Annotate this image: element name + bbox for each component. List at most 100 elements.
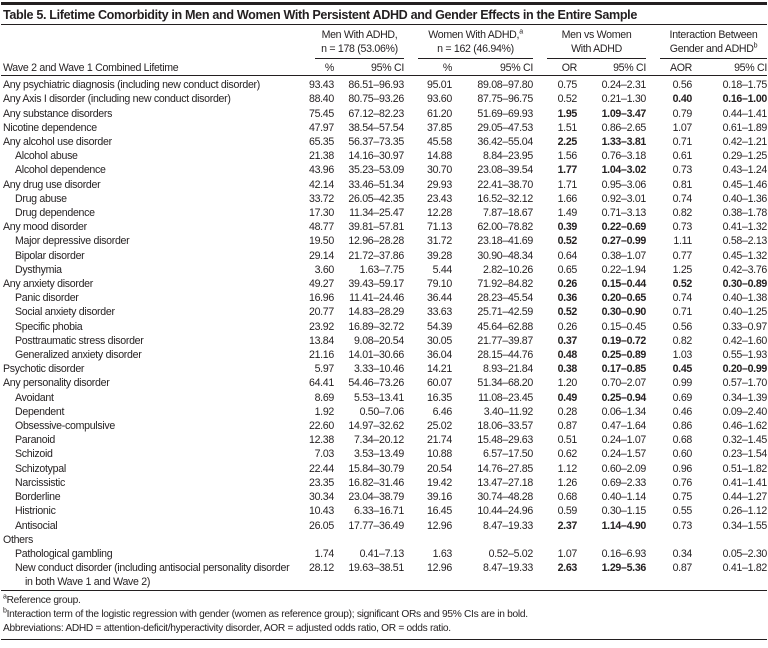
cell-or: 2.37 xyxy=(557,519,578,532)
cell-aor: 0.73 xyxy=(672,519,693,532)
table-row: Any mood disorder 48.77 39.81–57.81 71.13 62… xyxy=(1,220,767,234)
cell-or: 0.52 xyxy=(557,306,578,319)
cell-men-pct: 65.35 xyxy=(308,136,334,149)
cell-aor: 0.82 xyxy=(672,334,693,347)
row-label-text: Antisocial xyxy=(15,519,58,532)
row-label: Psychotic disorder xyxy=(1,362,301,376)
cell-aor-ci: 0.05–2.30 xyxy=(722,547,768,560)
cell-men-ci: 56.37–73.35 xyxy=(348,136,404,149)
cell-aor-ci: 0.44–1.27 xyxy=(722,491,768,504)
table-row: Paranoid 12.38 7.34–20.12 21.74 15.48–29.63 0… xyxy=(1,433,767,447)
cell-women-pct: 14.21 xyxy=(426,363,452,376)
table-row: Generalized anxiety disorder 21.16 14.01–3… xyxy=(1,348,767,362)
cell-women-pct: 60.07 xyxy=(426,377,452,390)
cell-men-pct: 1.74 xyxy=(314,547,335,560)
row-label-text: Others xyxy=(3,533,33,546)
cell-women-pct: 12.28 xyxy=(426,207,452,220)
cell-aor: 0.34 xyxy=(672,547,693,560)
row-label: Any psychiatric diagnosis (including new… xyxy=(1,76,301,93)
cell-aor: 0.75 xyxy=(672,491,693,504)
cell-or: 0.49 xyxy=(557,391,578,404)
cell-or-ci: 0.16–6.93 xyxy=(601,547,647,560)
row-label: Any substance disorders xyxy=(1,107,301,121)
cell-aor-ci: 0.45–1.46 xyxy=(722,178,768,191)
cell-men-ci: 12.96–28.28 xyxy=(348,235,404,248)
cell-aor: 1.03 xyxy=(672,349,693,362)
row-label: Any mood disorder xyxy=(1,220,301,234)
cell-aor: 0.73 xyxy=(672,164,693,177)
cell-aor-ci: 0.44–1.41 xyxy=(722,107,768,120)
table-row: Major depressive disorder 19.50 12.96–28.2… xyxy=(1,234,767,248)
cell-aor: 0.74 xyxy=(672,192,693,205)
cell-women-pct: 29.93 xyxy=(426,178,452,191)
cell-or-ci: 0.24–2.31 xyxy=(601,79,647,92)
row-label: Social anxiety disorder xyxy=(1,305,301,319)
row-label: Obsessive-compulsive xyxy=(1,419,301,433)
cell-or-ci: 1.14–4.90 xyxy=(601,519,647,532)
cell-men-pct: 28.12 xyxy=(308,562,334,575)
table-row: Psychotic disorder 5.97 3.33–10.46 14.21 8.9… xyxy=(1,362,767,376)
cell-women-ci: 10.44–24.96 xyxy=(477,505,533,518)
table-row: Any personality disorder 64.41 54.46–73.26… xyxy=(1,376,767,390)
row-label: Any drug use disorder xyxy=(1,178,301,192)
cell-aor-ci: 0.43–1.24 xyxy=(722,164,768,177)
cell-men-ci: 16.82–31.46 xyxy=(348,476,404,489)
cell-men-ci: 54.46–73.26 xyxy=(348,377,404,390)
cell-women-pct: 79.10 xyxy=(426,278,452,291)
cell-aor-ci: 0.40–1.38 xyxy=(722,292,768,305)
cell-women-ci xyxy=(452,533,533,547)
cell-women-ci: 15.48–29.63 xyxy=(477,434,533,447)
col-men-pct: % xyxy=(301,59,334,77)
row-label-text: Alcohol abuse xyxy=(15,150,78,163)
header-men: Men With ADHD, n = 178 (53.06%) xyxy=(315,29,404,59)
row-label-text: New conduct disorder (including antisoci… xyxy=(15,562,290,589)
row-label-text: Any alcohol use disorder xyxy=(3,136,112,149)
cell-women-pct: 37.85 xyxy=(426,121,452,134)
cell-or: 1.20 xyxy=(557,377,578,390)
cell-or-ci: 0.19–0.72 xyxy=(601,334,647,347)
cell-men-ci: 3.53–13.49 xyxy=(353,448,404,461)
cell-aor-ci xyxy=(692,533,767,547)
table-row: Narcissistic 23.35 16.82–31.46 19.42 13.47–2… xyxy=(1,476,767,490)
cell-men-pct: 48.77 xyxy=(308,221,334,234)
cell-aor-ci: 0.41–1.82 xyxy=(722,562,768,575)
cell-men-ci: 1.63–7.75 xyxy=(359,263,405,276)
row-label: Drug abuse xyxy=(1,192,301,206)
cell-aor-ci: 0.20–0.99 xyxy=(722,363,768,376)
row-label-text: Major depressive disorder xyxy=(15,235,130,248)
row-label: Schizotypal xyxy=(1,462,301,476)
cell-aor-ci: 0.09–2.40 xyxy=(722,405,768,418)
cell-aor-ci: 0.18–1.75 xyxy=(722,79,768,92)
cell-or: 0.52 xyxy=(557,93,578,106)
cell-aor: 0.74 xyxy=(672,292,693,305)
cell-aor: 0.46 xyxy=(672,405,693,418)
cell-men-ci: 3.33–10.46 xyxy=(353,363,404,376)
row-label-text: Social anxiety disorder xyxy=(15,306,115,319)
cell-men-ci: 80.75–93.26 xyxy=(348,93,404,106)
cell-women-ci: 28.23–45.54 xyxy=(477,292,533,305)
cell-aor: 0.71 xyxy=(672,136,693,149)
cell-men-pct: 22.60 xyxy=(308,420,334,433)
row-label: Schizoid xyxy=(1,447,301,461)
row-label-text: Nicotine dependence xyxy=(3,121,97,134)
table-row: Avoidant 8.69 5.53–13.41 16.35 11.08–23.45 0.… xyxy=(1,391,767,405)
cell-women-pct: 93.60 xyxy=(426,93,452,106)
footnote-a: aReference group. xyxy=(3,593,81,606)
cell-men-pct: 64.41 xyxy=(308,377,334,390)
table-row: Nicotine dependence 47.97 38.54–57.54 37.85… xyxy=(1,121,767,135)
table-body: Any psychiatric diagnosis (including new… xyxy=(1,76,767,590)
cell-aor-ci: 0.42–1.21 xyxy=(722,136,768,149)
row-label-text: Any Axis I disorder (including new condu… xyxy=(3,93,231,106)
row-label-text: Any personality disorder xyxy=(3,377,110,390)
cell-women-pct: 12.96 xyxy=(426,519,452,532)
row-label: Major depressive disorder xyxy=(1,234,301,248)
row-label-text: Any psychiatric diagnosis (including new… xyxy=(3,79,260,92)
cell-men-ci: 14.16–30.97 xyxy=(348,150,404,163)
cell-women-pct: 45.58 xyxy=(426,136,452,149)
cell-aor: 0.76 xyxy=(672,476,693,489)
cell-men-ci: 17.77–36.49 xyxy=(348,519,404,532)
cell-or: 0.68 xyxy=(557,491,578,504)
row-label-text: Obsessive-compulsive xyxy=(15,420,115,433)
cell-aor-ci: 0.26–1.12 xyxy=(722,505,768,518)
cell-men-ci: 14.01–30.66 xyxy=(348,349,404,362)
